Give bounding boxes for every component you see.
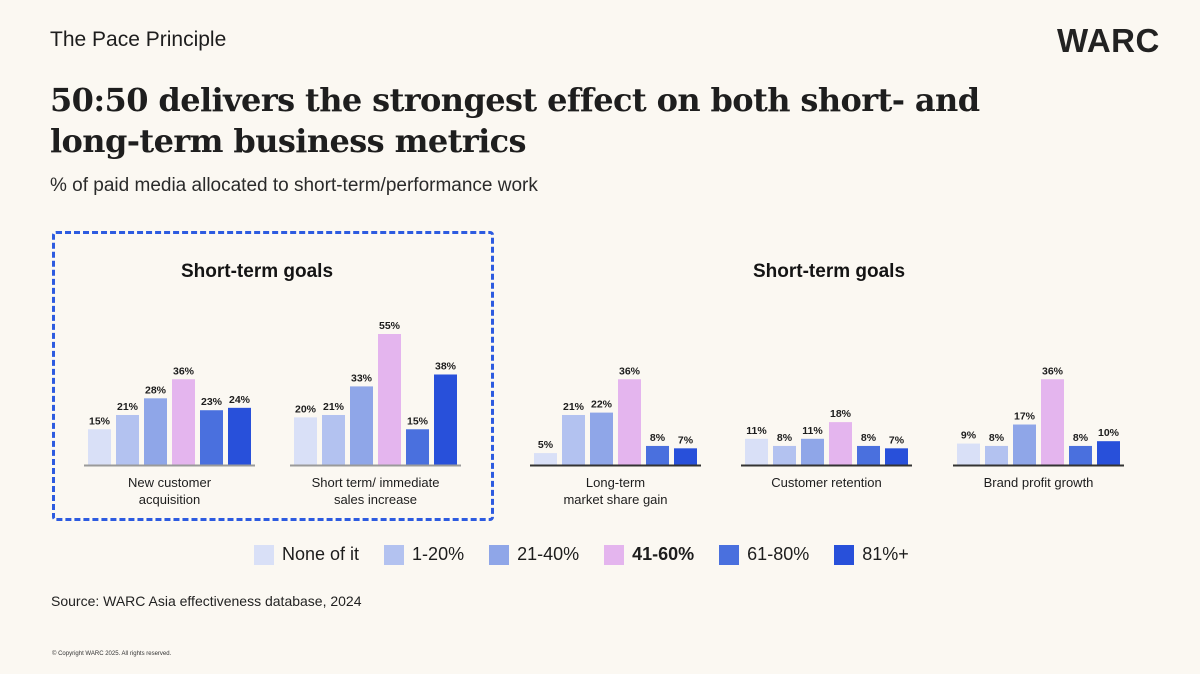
category-label: market share gain [563,492,667,507]
bar-value-label: 8% [989,432,1005,444]
bar [88,429,111,465]
bar-value-label: 15% [407,415,429,427]
bar-value-label: 8% [861,432,877,444]
category-label: New customer [128,475,212,490]
copyright-note: © Copyright WARC 2025. All rights reserv… [52,651,172,657]
category-label: Long-term [586,475,645,490]
legend-swatch [834,544,855,565]
bar-value-label: 21% [563,401,585,413]
bar-value-label: 18% [830,408,852,420]
bar-value-label: 38% [435,360,457,372]
chart-subtitle: % of paid media allocated to short-term/… [50,175,538,196]
bar [857,445,880,465]
bar [590,412,613,465]
bar [378,334,401,465]
legend-label: 21-40% [517,544,580,564]
bar-value-label: 36% [619,365,641,377]
category-label: sales increase [334,492,417,507]
bar-value-label: 36% [1042,365,1064,377]
warc-logo: WARC [1057,22,1160,59]
bar [350,386,373,465]
bar-value-label: 20% [295,403,317,415]
bar-value-label: 8% [777,432,793,444]
legend-swatch [384,544,405,565]
bar-value-label: 11% [746,425,767,437]
bar [1013,424,1036,465]
legend-item: 81%+ [834,544,909,565]
legend-item: 41-60% [604,544,694,565]
bar [745,438,768,465]
bar-value-label: 9% [961,430,977,442]
highlight-box [52,231,494,521]
bar [116,414,139,465]
source-note: Source: WARC Asia effectiveness database… [51,593,362,609]
bar [1041,379,1064,465]
legend-item: 1-20% [384,544,464,565]
legend: None of it 1-20% 21-40% 41-60% 61-80% 81… [254,544,934,565]
bar [200,410,223,465]
bar-value-label: 21% [323,401,345,413]
bar [801,438,824,465]
section-title-left: Short-term goals [181,261,334,282]
bar [1097,441,1120,465]
legend-label: 41-60% [632,544,695,564]
bar [294,417,317,465]
bar-value-label: 8% [1073,432,1089,444]
bar-value-label: 36% [173,365,195,377]
bar-value-label: 23% [201,396,223,408]
bar [434,374,457,465]
bar [322,414,345,465]
category-label: Short term/ immediate [312,475,440,490]
legend-label: None of it [282,544,360,564]
bar-value-label: 21% [117,401,139,413]
bar [885,448,908,465]
bar-value-label: 8% [650,432,666,444]
bar [172,379,195,465]
bar [829,422,852,465]
bar [144,398,167,465]
bar-value-label: 10% [1098,427,1120,439]
legend-swatch [489,544,510,565]
category-label: Brand profit growth [984,475,1094,490]
bar-value-label: 33% [351,372,373,384]
bar-value-label: 7% [678,434,694,446]
bar [618,379,641,465]
bar-value-label: 7% [889,434,905,446]
bar [957,443,980,465]
bar-value-label: 17% [1014,411,1036,423]
bar [1069,445,1092,465]
legend-swatch [604,544,625,565]
bar [562,414,585,465]
bar-value-label: 22% [591,399,613,411]
kicker-text: The Pace Principle [50,28,227,51]
legend-label: 1-20% [412,544,465,564]
bar-value-label: 28% [145,384,167,396]
bar-value-label: 24% [229,394,251,406]
bar-value-label: 15% [89,415,111,427]
bar-value-label: 55% [379,320,401,332]
category-label: acquisition [139,492,200,507]
bar [674,448,697,465]
bar-value-label: 5% [538,439,554,451]
legend-label: 61-80% [747,544,810,564]
bar [773,445,796,465]
bar-value-label: 11% [802,425,823,437]
bar [646,445,669,465]
legend-swatch [254,544,274,565]
legend-swatch [719,544,740,565]
bar [985,445,1008,465]
bar [406,429,429,465]
legend-label: 81%+ [862,544,909,564]
legend-item: 21-40% [489,544,579,565]
legend-item: None of it [254,544,359,565]
bar [534,453,557,465]
bar [228,407,251,465]
section-title-right: Short-term goals [753,261,906,282]
legend-item: 61-80% [719,544,809,565]
page-title: 50:50 delivers the strongest effect on b… [50,81,980,160]
category-label: Customer retention [771,475,882,490]
